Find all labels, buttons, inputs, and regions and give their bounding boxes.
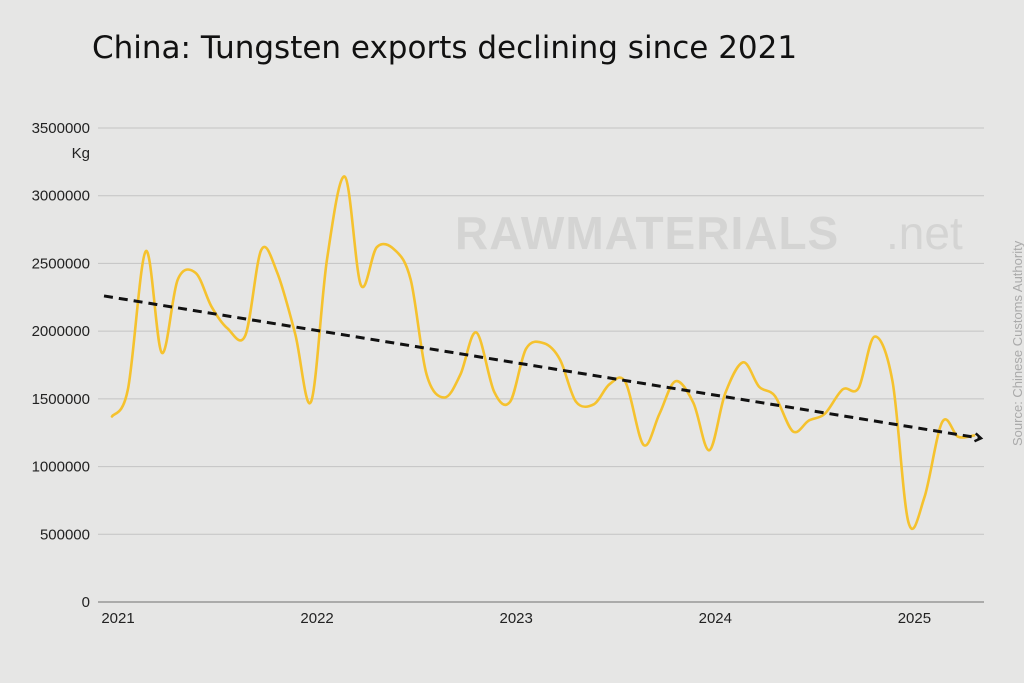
x-tick-label: 2025 xyxy=(898,610,931,627)
y-tick-label: 2000000 xyxy=(32,323,90,340)
source-note: Source: Chinese Customs Authority xyxy=(1010,240,1024,446)
y-tick-label: 0 xyxy=(82,594,90,611)
watermark-suffix: .net xyxy=(886,207,963,259)
trend-line xyxy=(103,294,980,438)
chart-title: China: Tungsten exports declining since … xyxy=(92,30,797,66)
watermark: RAWMATERIALS .net xyxy=(455,207,963,259)
grid xyxy=(98,127,984,603)
x-axis: 2021 2022 2023 2024 2025 xyxy=(101,610,931,627)
x-tick-label: 2021 xyxy=(101,610,134,627)
y-tick-label: 1000000 xyxy=(32,459,90,476)
y-tick-label: 3500000 xyxy=(32,120,90,137)
x-tick-label: 2022 xyxy=(300,610,333,627)
watermark-brand: RAWMATERIALS xyxy=(455,207,839,259)
y-axis-unit: Kg xyxy=(72,145,90,162)
series-line xyxy=(110,175,976,531)
y-axis: 0 500000 1000000 1500000 2000000 2500000 30000… xyxy=(32,120,90,611)
y-tick-label: 2500000 xyxy=(32,255,90,272)
y-tick-label: 1500000 xyxy=(32,391,90,408)
y-tick-label: 500000 xyxy=(40,526,90,543)
y-tick-label: 3000000 xyxy=(32,188,90,205)
x-tick-label: 2023 xyxy=(500,610,533,627)
x-tick-label: 2024 xyxy=(699,610,732,627)
